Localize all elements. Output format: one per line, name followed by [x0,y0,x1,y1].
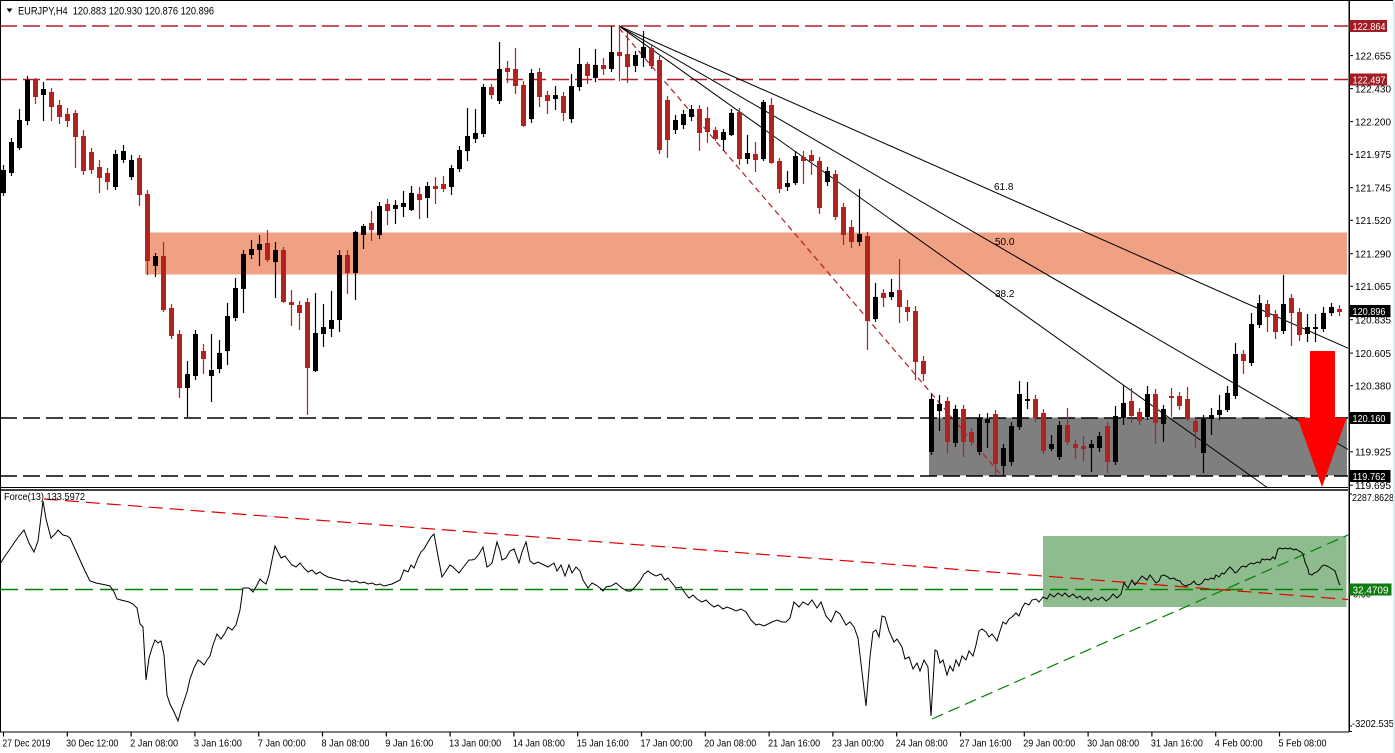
svg-text:7 Jan 00:00: 7 Jan 00:00 [258,738,306,750]
svg-text:120.380: 120.380 [1355,381,1391,393]
svg-text:23 Jan 00:00: 23 Jan 00:00 [832,738,884,750]
svg-text:121.065: 121.065 [1355,281,1391,293]
svg-text:2 Jan 08:00: 2 Jan 08:00 [130,738,178,750]
svg-text:8 Jan 08:00: 8 Jan 08:00 [322,738,370,750]
svg-text:61.8: 61.8 [994,182,1014,193]
svg-text:4 Feb 00:00: 4 Feb 00:00 [1215,738,1263,750]
svg-text:122.497: 122.497 [1353,74,1386,86]
svg-text:121.520: 121.520 [1355,215,1391,227]
svg-text:17 Jan 00:00: 17 Jan 00:00 [641,738,693,750]
svg-text:5 Feb 08:00: 5 Feb 08:00 [1279,738,1327,750]
svg-text:27 Dec 2019: 27 Dec 2019 [3,738,51,750]
svg-text:32.4709: 32.4709 [1353,584,1389,596]
svg-text:121.290: 121.290 [1355,249,1391,261]
svg-text:122.655: 122.655 [1355,50,1391,62]
svg-text:21 Jan 16:00: 21 Jan 16:00 [768,738,820,750]
svg-text:27 Jan 16:00: 27 Jan 16:00 [960,738,1012,750]
svg-text:30 Dec 12:00: 30 Dec 12:00 [66,738,118,750]
svg-text:122.864: 122.864 [1353,21,1386,33]
svg-text:Force(13) 133.5972: Force(13) 133.5972 [4,491,85,503]
svg-text:120.605: 120.605 [1355,348,1391,360]
svg-text:14 Jan 08:00: 14 Jan 08:00 [513,738,565,750]
svg-text:119.925: 119.925 [1355,447,1391,459]
svg-text:119.695: 119.695 [1355,480,1391,492]
svg-text:13 Jan 00:00: 13 Jan 00:00 [449,738,501,750]
svg-text:20 Jan 08:00: 20 Jan 08:00 [704,738,756,750]
svg-text:119.762: 119.762 [1353,471,1386,483]
svg-text:122.200: 122.200 [1355,116,1391,128]
svg-text:EURJPY,H4 120.883 120.930 120: EURJPY,H4 120.883 120.930 120.876 120.89… [18,6,214,18]
svg-text:24 Jan 08:00: 24 Jan 08:00 [896,738,948,750]
svg-text:120.896: 120.896 [1353,306,1386,318]
svg-text:38.2: 38.2 [995,289,1015,300]
svg-text:9 Jan 16:00: 9 Jan 16:00 [385,738,433,750]
svg-text:121.745: 121.745 [1355,183,1391,195]
svg-text:-3202.535: -3202.535 [1352,718,1394,730]
svg-text:2287.8628: 2287.8628 [1352,492,1394,504]
svg-text:120.160: 120.160 [1353,413,1386,425]
svg-text:15 Jan 16:00: 15 Jan 16:00 [577,738,629,750]
svg-text:120.835: 120.835 [1355,315,1391,327]
svg-text:31 Jan 16:00: 31 Jan 16:00 [1151,738,1203,750]
svg-text:3 Jan 16:00: 3 Jan 16:00 [194,738,242,750]
svg-text:29 Jan 00:00: 29 Jan 00:00 [1023,738,1075,750]
svg-text:121.975: 121.975 [1355,149,1391,161]
svg-text:30 Jan 08:00: 30 Jan 08:00 [1087,738,1139,750]
svg-text:122.430: 122.430 [1355,83,1391,95]
svg-text:50.0: 50.0 [995,237,1015,248]
